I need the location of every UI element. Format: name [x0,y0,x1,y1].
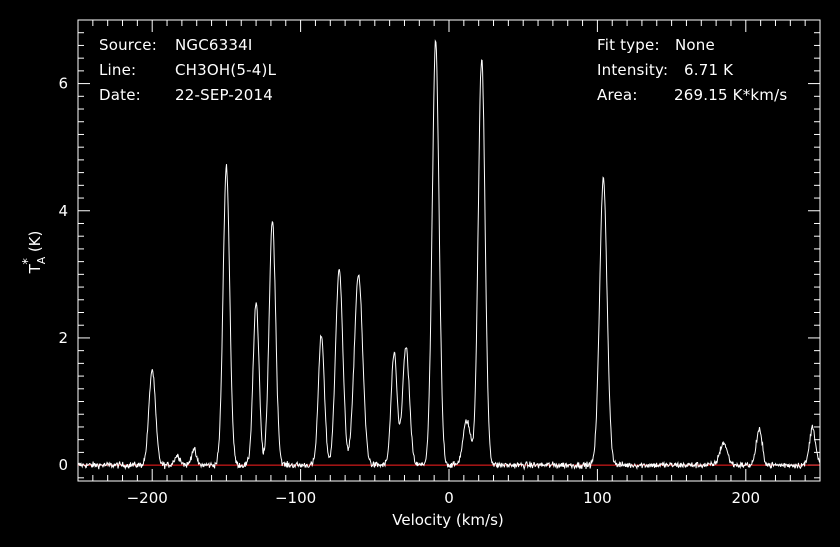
y-axis-label-sup: * [21,258,36,265]
y-tick-labels: 0 2 4 6 [58,75,68,475]
y-axis-label: TA* (K) [21,231,48,275]
line-value: CH3OH(5-4)L [175,61,277,79]
date-value: 22-SEP-2014 [175,86,274,104]
x-tick-label: 0 [444,489,454,507]
y-axis-label-unit: (K) [26,231,44,253]
y-axis-label-sub: A [35,256,48,264]
spectrum-line [77,39,821,471]
source-value: NGC6334I [175,36,253,54]
x-tick-label: 100 [583,489,612,507]
x-axis-label: Velocity (km/s) [392,511,503,529]
plot-frame [77,19,821,482]
source-key: Source: [99,36,157,54]
date-key: Date: [99,86,141,104]
x-tick-label: 200 [731,489,760,507]
svg-text:TA*(K): TA* (K) [21,231,48,275]
y-tick-label: 4 [58,202,68,220]
intensity-value: 6.71 K [684,61,734,79]
area-value: 269.15 K*km/s [674,86,788,104]
y-tick-label: 2 [58,329,68,347]
y-axis-label-main: T [26,263,44,274]
intensity-key: Intensity: [597,61,669,79]
fit-type-value: None [675,36,715,54]
fit-type-key: Fit type: [597,36,660,54]
y-tick-label: 6 [58,75,68,93]
x-tick-label: −100 [275,489,316,507]
y-tick-label: 0 [58,456,68,474]
x-tick-label: −200 [127,489,168,507]
area-key: Area: [597,86,638,104]
x-tick-labels: −200 −100 0 100 200 [127,489,761,507]
line-key: Line: [99,61,137,79]
